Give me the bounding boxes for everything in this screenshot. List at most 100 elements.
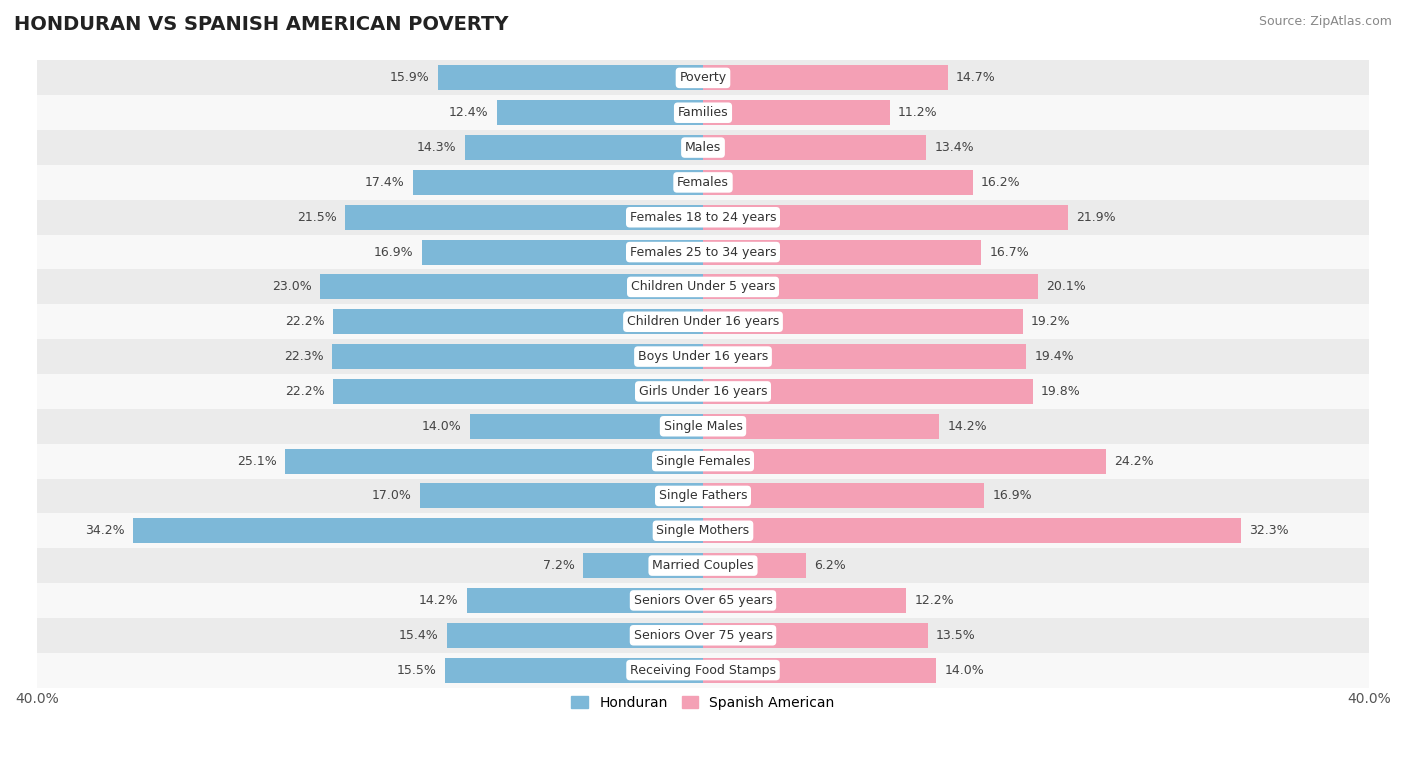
Text: Females 25 to 34 years: Females 25 to 34 years — [630, 246, 776, 258]
Bar — [496, 100, 703, 125]
Bar — [703, 344, 1026, 369]
Text: 14.2%: 14.2% — [948, 420, 987, 433]
Bar — [37, 374, 1369, 409]
Text: Children Under 16 years: Children Under 16 years — [627, 315, 779, 328]
Text: 17.4%: 17.4% — [366, 176, 405, 189]
Bar — [703, 588, 907, 613]
Text: 34.2%: 34.2% — [86, 525, 125, 537]
Bar — [37, 165, 1369, 200]
Bar — [703, 274, 1038, 299]
Text: 21.9%: 21.9% — [1076, 211, 1115, 224]
Bar — [422, 240, 703, 265]
Text: Receiving Food Stamps: Receiving Food Stamps — [630, 663, 776, 677]
Bar — [444, 657, 703, 683]
Text: HONDURAN VS SPANISH AMERICAN POVERTY: HONDURAN VS SPANISH AMERICAN POVERTY — [14, 15, 509, 34]
Text: Source: ZipAtlas.com: Source: ZipAtlas.com — [1258, 15, 1392, 28]
Text: Single Males: Single Males — [664, 420, 742, 433]
Text: Poverty: Poverty — [679, 71, 727, 84]
Text: 13.4%: 13.4% — [935, 141, 974, 154]
Text: 12.4%: 12.4% — [449, 106, 488, 119]
Text: 22.3%: 22.3% — [284, 350, 323, 363]
Text: 7.2%: 7.2% — [543, 559, 575, 572]
Text: 6.2%: 6.2% — [814, 559, 846, 572]
Text: Females: Females — [678, 176, 728, 189]
Text: 16.9%: 16.9% — [993, 490, 1032, 503]
Bar — [37, 130, 1369, 165]
Bar — [413, 170, 703, 195]
Text: Seniors Over 65 years: Seniors Over 65 years — [634, 594, 772, 607]
Text: 11.2%: 11.2% — [898, 106, 938, 119]
Bar — [37, 96, 1369, 130]
Text: Females 18 to 24 years: Females 18 to 24 years — [630, 211, 776, 224]
Text: Single Fathers: Single Fathers — [659, 490, 747, 503]
Bar — [703, 170, 973, 195]
Bar — [332, 344, 703, 369]
Bar — [37, 478, 1369, 513]
Bar — [344, 205, 703, 230]
Text: 14.7%: 14.7% — [956, 71, 995, 84]
Bar — [703, 135, 927, 160]
Text: 15.9%: 15.9% — [389, 71, 430, 84]
Text: Girls Under 16 years: Girls Under 16 years — [638, 385, 768, 398]
Text: 23.0%: 23.0% — [271, 280, 312, 293]
Bar — [37, 618, 1369, 653]
Bar — [447, 623, 703, 648]
Text: 22.2%: 22.2% — [285, 385, 325, 398]
Bar — [420, 484, 703, 509]
Text: Single Mothers: Single Mothers — [657, 525, 749, 537]
Bar — [333, 379, 703, 404]
Bar — [703, 100, 890, 125]
Text: 13.5%: 13.5% — [936, 629, 976, 642]
Text: 12.2%: 12.2% — [914, 594, 955, 607]
Bar — [285, 449, 703, 474]
Bar — [703, 309, 1022, 334]
Bar — [703, 553, 806, 578]
Text: 14.0%: 14.0% — [422, 420, 461, 433]
Bar — [703, 484, 984, 509]
Bar — [37, 653, 1369, 688]
Bar — [703, 379, 1033, 404]
Text: Seniors Over 75 years: Seniors Over 75 years — [634, 629, 772, 642]
Bar — [465, 135, 703, 160]
Text: 25.1%: 25.1% — [238, 455, 277, 468]
Text: 16.7%: 16.7% — [990, 246, 1029, 258]
Text: 14.2%: 14.2% — [419, 594, 458, 607]
Text: 19.2%: 19.2% — [1031, 315, 1071, 328]
Bar — [439, 65, 703, 90]
Bar — [37, 200, 1369, 235]
Text: 17.0%: 17.0% — [371, 490, 412, 503]
Bar — [37, 235, 1369, 270]
Text: 20.1%: 20.1% — [1046, 280, 1085, 293]
Text: 14.0%: 14.0% — [945, 663, 984, 677]
Bar — [703, 518, 1241, 543]
Bar — [37, 409, 1369, 443]
Legend: Honduran, Spanish American: Honduran, Spanish American — [565, 690, 841, 715]
Text: 21.5%: 21.5% — [297, 211, 336, 224]
Text: Families: Families — [678, 106, 728, 119]
Text: 16.9%: 16.9% — [374, 246, 413, 258]
Bar — [37, 339, 1369, 374]
Bar — [333, 309, 703, 334]
Bar — [703, 240, 981, 265]
Bar — [467, 588, 703, 613]
Bar — [37, 548, 1369, 583]
Bar — [37, 513, 1369, 548]
Bar — [703, 205, 1067, 230]
Bar — [703, 623, 928, 648]
Bar — [703, 449, 1107, 474]
Bar — [37, 583, 1369, 618]
Text: Boys Under 16 years: Boys Under 16 years — [638, 350, 768, 363]
Text: 24.2%: 24.2% — [1115, 455, 1154, 468]
Bar — [703, 414, 939, 439]
Text: 16.2%: 16.2% — [981, 176, 1021, 189]
Text: 14.3%: 14.3% — [418, 141, 457, 154]
Bar — [703, 65, 948, 90]
Bar — [321, 274, 703, 299]
Text: 15.5%: 15.5% — [396, 663, 436, 677]
Bar — [703, 657, 936, 683]
Text: 22.2%: 22.2% — [285, 315, 325, 328]
Bar — [37, 304, 1369, 339]
Bar — [583, 553, 703, 578]
Bar — [134, 518, 703, 543]
Bar — [37, 61, 1369, 96]
